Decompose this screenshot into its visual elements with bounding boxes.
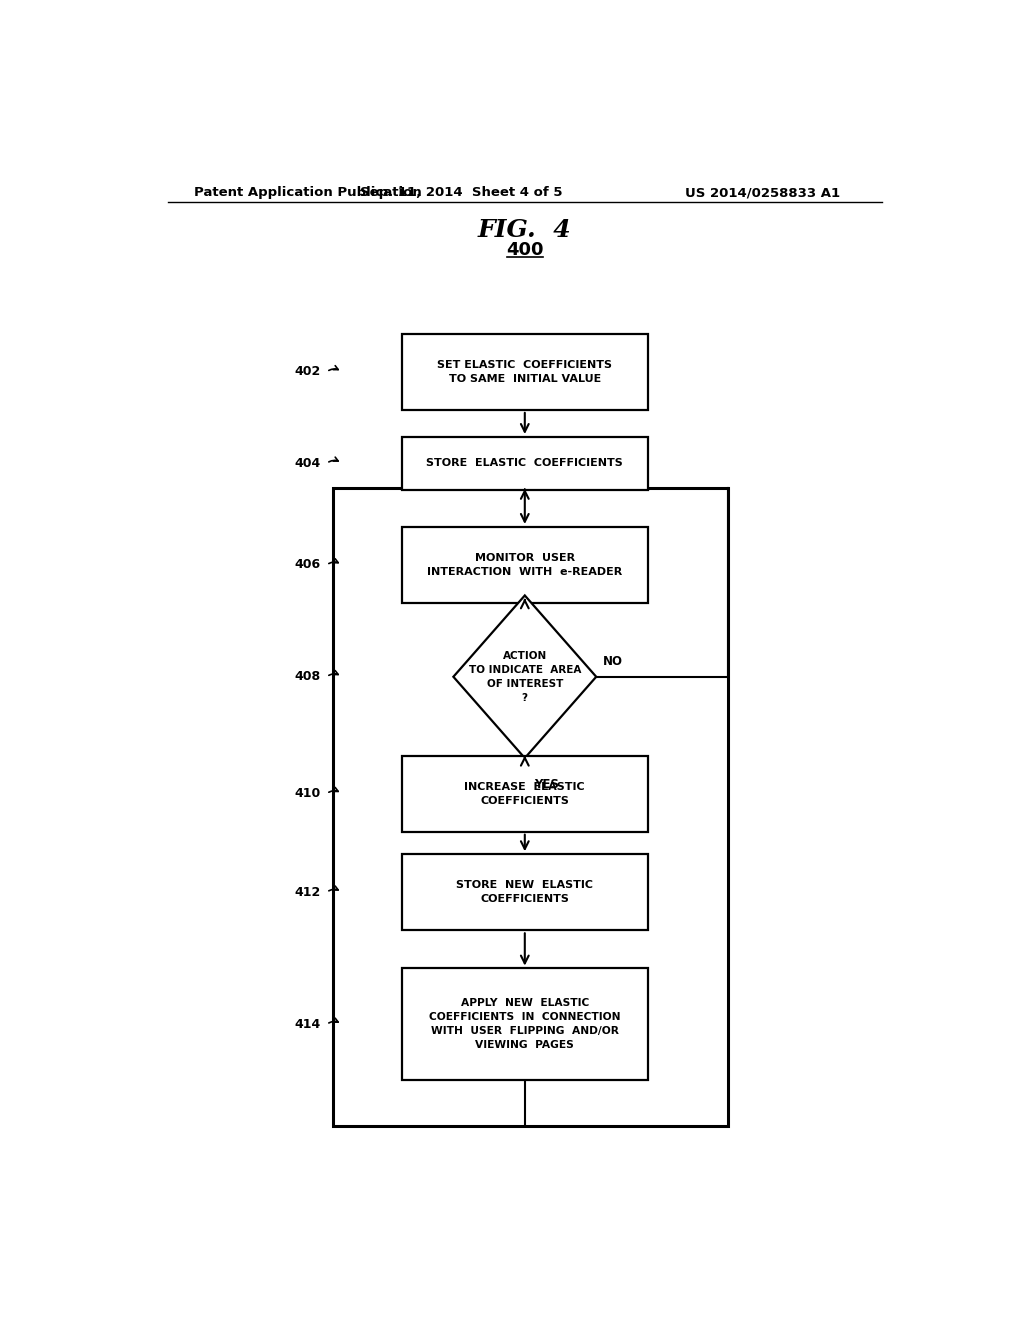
Text: STORE  NEW  ELASTIC
COEFFICIENTS: STORE NEW ELASTIC COEFFICIENTS xyxy=(457,880,593,904)
Text: NO: NO xyxy=(602,655,623,668)
Text: INCREASE  ELASTIC
COEFFICIENTS: INCREASE ELASTIC COEFFICIENTS xyxy=(465,781,585,805)
Bar xyxy=(333,487,728,1126)
Text: 410: 410 xyxy=(295,787,321,800)
Text: Sep. 11, 2014  Sheet 4 of 5: Sep. 11, 2014 Sheet 4 of 5 xyxy=(360,186,562,199)
Bar xyxy=(401,969,648,1080)
Text: YES: YES xyxy=(535,779,559,792)
Bar xyxy=(401,437,648,490)
Text: 406: 406 xyxy=(295,558,321,572)
Text: ACTION
TO INDICATE  AREA
OF INTEREST
?: ACTION TO INDICATE AREA OF INTEREST ? xyxy=(469,651,581,702)
Text: STORE  ELASTIC  COEFFICIENTS: STORE ELASTIC COEFFICIENTS xyxy=(426,458,624,469)
Text: MONITOR  USER
INTERACTION  WITH  e-READER: MONITOR USER INTERACTION WITH e-READER xyxy=(427,553,623,577)
Text: Patent Application Publication: Patent Application Publication xyxy=(194,186,422,199)
Text: APPLY  NEW  ELASTIC
COEFFICIENTS  IN  CONNECTION
WITH  USER  FLIPPING  AND/OR
VI: APPLY NEW ELASTIC COEFFICIENTS IN CONNEC… xyxy=(429,998,621,1051)
Text: 412: 412 xyxy=(295,886,321,899)
Polygon shape xyxy=(454,595,596,758)
Text: 404: 404 xyxy=(295,457,321,470)
Bar xyxy=(401,527,648,603)
Text: FIG.  4: FIG. 4 xyxy=(478,218,571,242)
Text: 408: 408 xyxy=(295,671,321,684)
Text: SET ELASTIC  COEFFICIENTS
TO SAME  INITIAL VALUE: SET ELASTIC COEFFICIENTS TO SAME INITIAL… xyxy=(437,360,612,384)
Text: 402: 402 xyxy=(295,366,321,379)
Text: 400: 400 xyxy=(506,240,544,259)
Bar xyxy=(401,755,648,832)
Text: 414: 414 xyxy=(295,1018,321,1031)
Text: US 2014/0258833 A1: US 2014/0258833 A1 xyxy=(685,186,841,199)
Bar xyxy=(401,334,648,411)
Bar xyxy=(401,854,648,931)
